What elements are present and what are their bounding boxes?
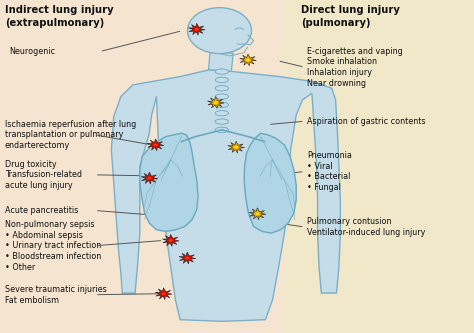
Ellipse shape (215, 94, 228, 99)
Text: Acute pancreatitis: Acute pancreatitis (5, 206, 78, 215)
Polygon shape (189, 23, 205, 35)
Polygon shape (249, 208, 266, 220)
Ellipse shape (215, 119, 228, 124)
Text: Drug toxicity
Transfusion-related
acute lung injury: Drug toxicity Transfusion-related acute … (5, 160, 82, 190)
Text: Ischaemia reperfusion after lung
transplantation or pulmonary
endarterectomy: Ischaemia reperfusion after lung transpl… (5, 120, 136, 150)
Polygon shape (163, 234, 179, 246)
Ellipse shape (215, 127, 228, 133)
Circle shape (234, 146, 238, 149)
Polygon shape (228, 141, 245, 153)
Text: E-cigarettes and vaping
Smoke inhalation
Inhalation injury
Near drowning: E-cigarettes and vaping Smoke inhalation… (307, 47, 403, 88)
Circle shape (147, 177, 151, 179)
Circle shape (162, 292, 165, 295)
Circle shape (246, 59, 250, 61)
Text: Indirect lung injury
(extrapulmonary): Indirect lung injury (extrapulmonary) (5, 5, 113, 28)
Polygon shape (209, 52, 233, 72)
Polygon shape (147, 139, 164, 151)
Ellipse shape (215, 69, 228, 74)
Circle shape (169, 239, 173, 242)
Circle shape (185, 257, 189, 259)
Text: Direct lung injury
(pulmonary): Direct lung injury (pulmonary) (301, 5, 400, 28)
Bar (0, 0, 284, 333)
Text: Neurogenic: Neurogenic (9, 47, 55, 56)
Ellipse shape (215, 77, 228, 83)
Circle shape (154, 144, 157, 146)
Polygon shape (208, 97, 224, 109)
Circle shape (195, 28, 199, 31)
Ellipse shape (215, 111, 228, 116)
Circle shape (214, 101, 218, 104)
Text: Severe traumatic injuries
Fat embolism: Severe traumatic injuries Fat embolism (5, 285, 107, 305)
Polygon shape (179, 252, 196, 264)
Text: Pulmonary contusion
Ventilator-induced lung injury: Pulmonary contusion Ventilator-induced l… (307, 217, 426, 237)
Polygon shape (244, 133, 296, 233)
Text: Non-pulmonary sepsis
• Abdominal sepsis
• Urinary tract infection
• Bloodstream : Non-pulmonary sepsis • Abdominal sepsis … (5, 220, 101, 272)
Ellipse shape (215, 86, 228, 91)
Polygon shape (240, 54, 256, 66)
Bar (284, 0, 474, 333)
Ellipse shape (187, 8, 251, 54)
Circle shape (255, 212, 259, 215)
Ellipse shape (215, 102, 228, 108)
Polygon shape (140, 133, 198, 231)
Polygon shape (155, 288, 172, 300)
Text: Pneumonia
• Viral
• Bacterial
• Fungal: Pneumonia • Viral • Bacterial • Fungal (307, 151, 352, 192)
Text: Aspiration of gastric contents: Aspiration of gastric contents (307, 117, 426, 126)
Polygon shape (111, 70, 340, 321)
Polygon shape (141, 172, 158, 184)
